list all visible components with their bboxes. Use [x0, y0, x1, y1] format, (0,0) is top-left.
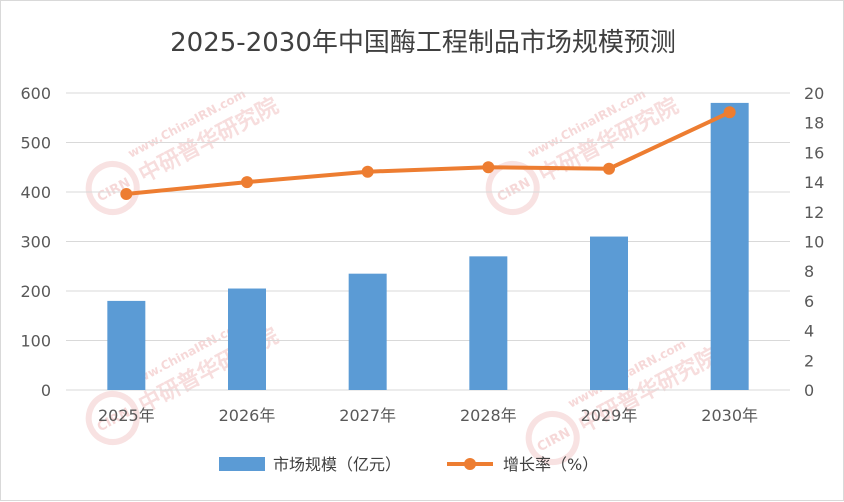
watermark-logo-text: CIRN — [495, 175, 533, 205]
line-point — [603, 162, 615, 175]
right-tick-label: 20 — [804, 84, 824, 103]
growth-line — [126, 110, 731, 196]
right-tick-label: 8 — [804, 262, 814, 281]
line-point — [241, 176, 253, 189]
x-tick-label: 2026年 — [219, 406, 276, 425]
line-point — [361, 165, 374, 178]
bar — [348, 273, 387, 390]
left-tick-label: 100 — [20, 332, 51, 351]
x-tick-label: 2025年 — [98, 406, 155, 425]
right-tick-label: 6 — [804, 292, 814, 311]
line-point — [120, 187, 133, 200]
left-tick-label: 200 — [20, 282, 51, 301]
left-tick-label: 300 — [20, 233, 51, 252]
left-tick-label: 400 — [20, 183, 51, 202]
bar — [107, 300, 146, 390]
legend-line-label: 增长率（%） — [503, 455, 598, 474]
legend-bar-swatch — [219, 457, 265, 471]
left-tick-label: 0 — [41, 381, 51, 400]
x-axis: 2025年 2026年 2027年 2028年 2029年 2030年 — [98, 406, 758, 425]
left-tick-label: 500 — [20, 134, 51, 153]
line-series — [120, 106, 736, 200]
legend-bar-label: 市场规模（亿元） — [273, 455, 401, 474]
right-tick-label: 10 — [804, 233, 824, 252]
watermark-logo-text: CIRN — [535, 425, 573, 455]
line-point — [482, 161, 495, 174]
left-tick-label: 600 — [20, 84, 51, 103]
bar — [228, 288, 266, 390]
left-axis: 0 100 200 300 400 500 600 — [20, 84, 51, 400]
bar — [710, 102, 749, 391]
right-tick-label: 0 — [804, 381, 814, 400]
bar — [469, 256, 508, 390]
watermark-logo-icon — [85, 390, 140, 445]
legend: 市场规模（亿元） 增长率（%） — [219, 455, 598, 474]
legend-line-marker — [464, 458, 476, 470]
bar-series — [107, 102, 749, 391]
watermark-logo-icon — [85, 160, 140, 215]
line-point — [723, 106, 736, 119]
right-tick-label: 2 — [804, 351, 814, 370]
chart-title: 2025-2030年中国酶工程制品市场规模预测 — [170, 28, 676, 58]
right-tick-label: 14 — [804, 173, 824, 192]
x-tick-label: 2027年 — [339, 406, 396, 425]
right-tick-label: 4 — [804, 322, 814, 341]
bar — [590, 236, 628, 390]
gridlines — [66, 92, 790, 391]
right-tick-label: 18 — [804, 114, 824, 133]
watermark-logo-icon — [525, 410, 580, 465]
x-tick-label: 2030年 — [701, 406, 758, 425]
x-tick-label: 2028年 — [460, 406, 517, 425]
right-axis: 0 2 4 6 8 10 12 14 16 18 20 — [804, 84, 824, 400]
right-tick-label: 12 — [804, 203, 824, 222]
x-tick-label: 2029年 — [581, 406, 638, 425]
right-tick-label: 16 — [804, 143, 824, 162]
